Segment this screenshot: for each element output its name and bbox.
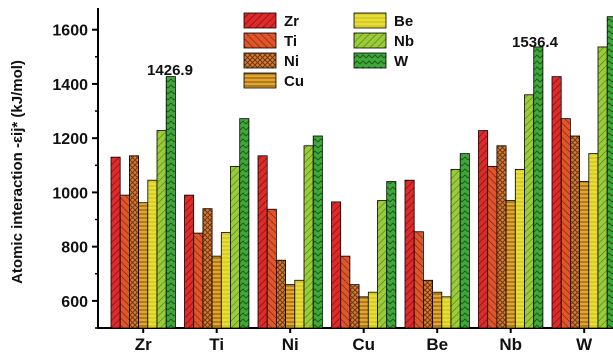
legend-swatch-ni bbox=[243, 52, 277, 69]
bar-zr-cu bbox=[138, 202, 149, 329]
bar-w-zr bbox=[551, 76, 562, 329]
bar-zr-be bbox=[147, 179, 158, 329]
bar-be-ni bbox=[422, 279, 433, 329]
bar-cu-ni bbox=[349, 284, 360, 329]
bar-ni-w bbox=[312, 135, 323, 329]
y-tick-label: 800 bbox=[61, 240, 88, 257]
y-axis-label: Atomic interaction -εij* (kJ/mol) bbox=[9, 60, 26, 284]
bar-be-ti bbox=[413, 231, 424, 329]
bar-ni-ni bbox=[275, 259, 286, 329]
x-tick-label: Be bbox=[426, 335, 448, 354]
annotations: 1426.9 1536.4 bbox=[147, 34, 559, 79]
legend-swatch-zr bbox=[243, 12, 277, 29]
y-tick-label: 600 bbox=[61, 294, 88, 311]
legend-label-be: Be bbox=[394, 13, 413, 30]
legend-swatch-w bbox=[353, 52, 387, 69]
bar-zr-zr bbox=[110, 156, 121, 329]
bar-ni-cu bbox=[285, 284, 296, 329]
bar-nb-ni bbox=[496, 145, 507, 329]
bars bbox=[110, 16, 613, 329]
bar-nb-zr bbox=[478, 130, 489, 329]
y-tick-label: 1600 bbox=[52, 23, 88, 40]
bar-ti-be bbox=[220, 232, 231, 329]
y-ticks: 600 800 1000 1200 1400 1600 bbox=[52, 23, 98, 329]
bar-be-w bbox=[459, 153, 470, 329]
bar-ti-ni bbox=[202, 208, 213, 329]
bar-ni-be bbox=[294, 279, 305, 329]
bar-cu-be bbox=[367, 291, 378, 329]
x-tick-label: Cu bbox=[352, 335, 375, 354]
legend-label-nb: Nb bbox=[394, 33, 414, 50]
bar-ni-ti bbox=[266, 208, 277, 329]
bar-ni-nb bbox=[303, 145, 314, 329]
x-tick-label: Ti bbox=[209, 335, 224, 354]
bar-be-be bbox=[441, 296, 452, 329]
bar-be-nb bbox=[450, 168, 461, 329]
bar-cu-zr bbox=[331, 201, 342, 329]
legend-label-zr: Zr bbox=[284, 13, 299, 30]
bar-ti-zr bbox=[184, 194, 195, 329]
bar-ti-ti bbox=[193, 232, 204, 329]
bar-w-cu bbox=[579, 181, 590, 329]
bar-w-w bbox=[606, 16, 613, 329]
x-tick-label: Nb bbox=[499, 335, 522, 354]
bar-nb-cu bbox=[505, 200, 516, 329]
x-tick-label: W bbox=[576, 335, 593, 354]
bar-ti-w bbox=[239, 118, 250, 329]
bar-zr-nb bbox=[156, 130, 167, 329]
bar-w-ni bbox=[570, 135, 581, 329]
bar-ni-zr bbox=[257, 155, 268, 329]
annotation-zr-w: 1426.9 bbox=[147, 62, 193, 79]
legend-label-cu: Cu bbox=[284, 73, 304, 90]
bar-zr-ni bbox=[128, 155, 139, 329]
y-tick-label: 1000 bbox=[52, 185, 88, 202]
bar-cu-nb bbox=[377, 200, 388, 329]
legend: Zr Ti Ni Cu Be Nb W bbox=[243, 12, 414, 90]
x-ticks: Zr Ti Ni Cu Be Nb W bbox=[135, 328, 593, 354]
bar-cu-w bbox=[386, 181, 397, 329]
legend-label-ni: Ni bbox=[284, 53, 299, 70]
y-tick-label: 1200 bbox=[52, 131, 88, 148]
x-tick-label: Ni bbox=[282, 335, 299, 354]
bar-be-cu bbox=[432, 291, 443, 329]
bar-w-nb bbox=[597, 46, 608, 329]
bar-w-ti bbox=[560, 118, 571, 329]
bar-nb-w bbox=[533, 46, 544, 329]
bar-zr-w bbox=[165, 76, 176, 329]
y-tick-label: 1400 bbox=[52, 77, 88, 94]
bar-be-zr bbox=[404, 179, 415, 329]
bar-cu-cu bbox=[358, 296, 369, 329]
legend-label-ti: Ti bbox=[284, 33, 297, 50]
bar-zr-ti bbox=[119, 194, 130, 329]
legend-swatch-ti bbox=[243, 32, 277, 49]
bar-ti-cu bbox=[211, 255, 222, 329]
bar-cu-ti bbox=[340, 255, 351, 329]
bar-nb-nb bbox=[524, 94, 535, 329]
bar-w-be bbox=[588, 153, 599, 329]
legend-swatch-be bbox=[353, 12, 387, 29]
bar-ti-nb bbox=[230, 165, 241, 329]
x-tick-label: Zr bbox=[135, 335, 152, 354]
bar-nb-ti bbox=[487, 165, 498, 329]
annotation-nb-w: 1536.4 bbox=[512, 34, 559, 51]
legend-swatch-nb bbox=[353, 32, 387, 49]
legend-swatch-cu bbox=[243, 72, 277, 89]
bar-nb-be bbox=[514, 168, 525, 329]
legend-label-w: W bbox=[394, 53, 409, 70]
